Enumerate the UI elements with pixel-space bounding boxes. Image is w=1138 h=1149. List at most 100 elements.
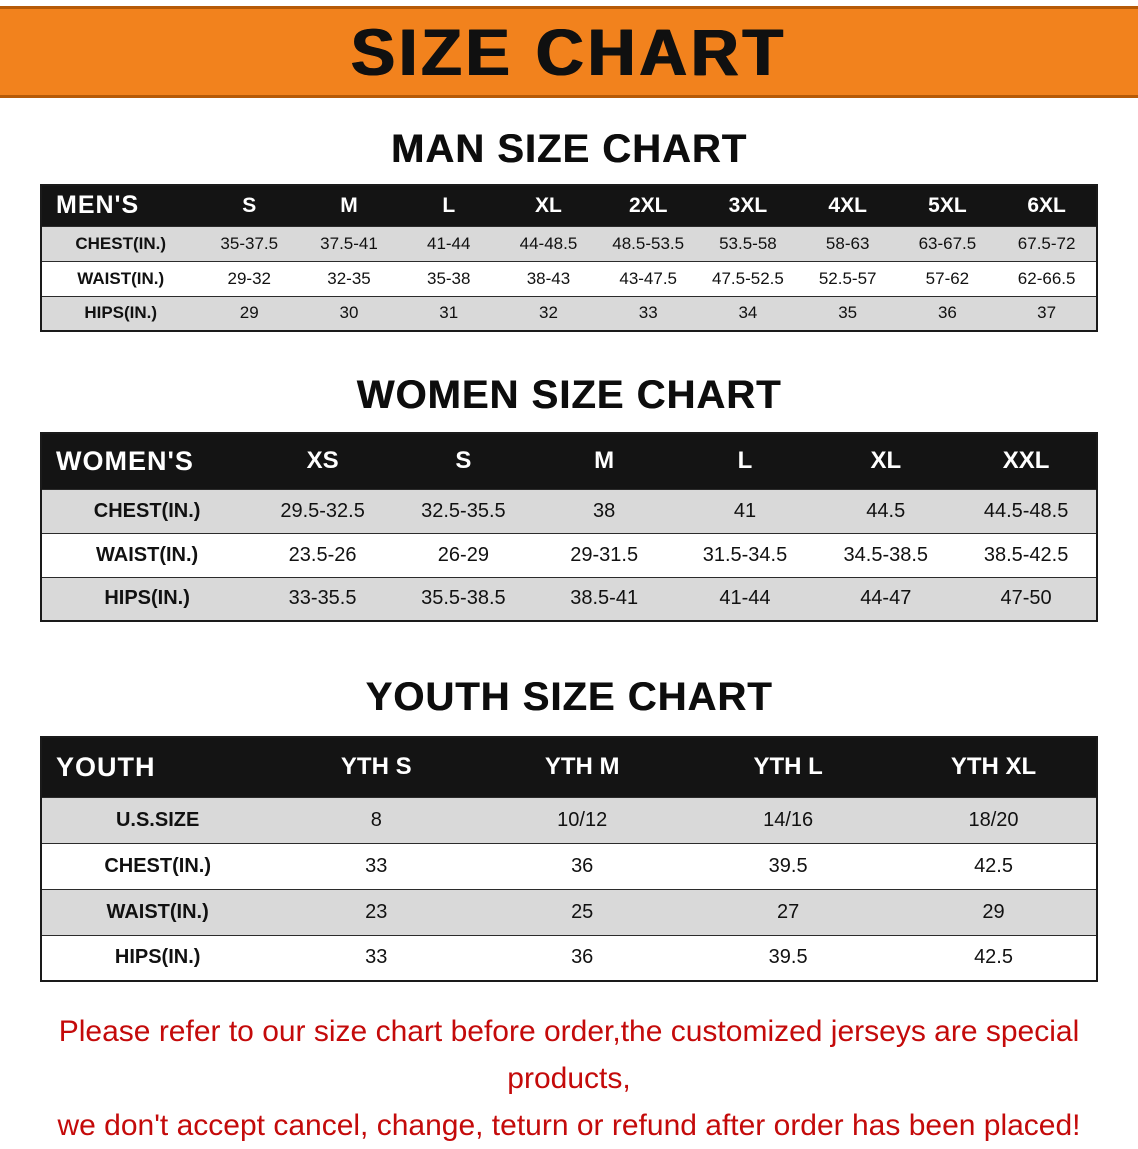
row-label: HIPS(IN.) xyxy=(41,576,253,622)
table-header-row: MEN'S S M L XL 2XL 3XL 4XL 5XL 6XL xyxy=(41,184,1097,227)
value-cell: 29.5-32.5 xyxy=(252,488,393,534)
disclaimer-line-1: Please refer to our size chart before or… xyxy=(58,1015,1080,1095)
women-section-title: WOMEN SIZE CHART xyxy=(356,373,782,417)
youth-size-table-container: YOUTH YTH S YTH M YTH L YTH XL U.S.SIZE 8 10/12… xyxy=(40,736,1098,982)
size-column-header: 4XL xyxy=(797,184,898,227)
value-cell: 36 xyxy=(479,842,686,890)
table-header-label: YOUTH xyxy=(41,736,274,798)
men-section-title: MAN SIZE CHART xyxy=(390,127,748,171)
value-cell: 33 xyxy=(273,842,480,890)
table-row: WAIST(IN.) 23.5-26 26-29 29-31.5 31.5-34.5 34… xyxy=(41,532,1097,578)
value-cell: 44-47 xyxy=(815,576,957,622)
size-column-header: XL xyxy=(815,432,957,490)
value-cell: 38.5-41 xyxy=(533,576,675,622)
table-row: CHEST(IN.) 29.5-32.5 32.5-35.5 38 41 44.5 44.5… xyxy=(41,488,1097,534)
value-cell: 35 xyxy=(797,295,898,332)
table-row: WAIST(IN.) 23 25 27 29 xyxy=(41,888,1097,936)
value-cell: 35-37.5 xyxy=(199,225,300,262)
youth-size-table: YOUTH YTH S YTH M YTH L YTH XL U.S.SIZE 8 10/12… xyxy=(40,736,1098,982)
value-cell: 36 xyxy=(897,295,998,332)
size-column-header: YTH M xyxy=(479,736,686,798)
size-chart-banner: SIZE CHART xyxy=(0,6,1138,98)
size-column-header: M xyxy=(299,184,399,227)
value-cell: 67.5-72 xyxy=(997,225,1097,262)
value-cell: 31 xyxy=(398,295,499,332)
value-cell: 33 xyxy=(598,295,699,332)
value-cell: 41 xyxy=(674,488,816,534)
value-cell: 33 xyxy=(273,934,480,982)
table-header-label: WOMEN'S xyxy=(41,432,253,490)
value-cell: 57-62 xyxy=(897,260,998,297)
value-cell: 62-66.5 xyxy=(997,260,1097,297)
value-cell: 29-31.5 xyxy=(533,532,675,578)
value-cell: 26-29 xyxy=(392,532,534,578)
value-cell: 58-63 xyxy=(797,225,898,262)
value-cell: 44.5 xyxy=(815,488,957,534)
value-cell: 10/12 xyxy=(479,796,686,844)
size-column-header: XXL xyxy=(956,432,1097,490)
value-cell: 31.5-34.5 xyxy=(674,532,816,578)
table-row: CHEST(IN.) 33 36 39.5 42.5 xyxy=(41,842,1097,890)
banner-title: SIZE CHART xyxy=(351,15,787,89)
size-column-header: L xyxy=(674,432,816,490)
value-cell: 38 xyxy=(533,488,675,534)
size-column-header: XS xyxy=(252,432,393,490)
table-header-row: WOMEN'S XS S M L XL XXL xyxy=(41,432,1097,490)
size-column-header: YTH L xyxy=(685,736,892,798)
value-cell: 32-35 xyxy=(299,260,399,297)
value-cell: 47-50 xyxy=(956,576,1097,622)
table-header-row: YOUTH YTH S YTH M YTH L YTH XL xyxy=(41,736,1097,798)
value-cell: 14/16 xyxy=(685,796,892,844)
row-label: CHEST(IN.) xyxy=(41,225,200,262)
value-cell: 41-44 xyxy=(674,576,816,622)
value-cell: 29-32 xyxy=(199,260,300,297)
row-label: HIPS(IN.) xyxy=(41,934,274,982)
value-cell: 34 xyxy=(698,295,798,332)
youth-section-title: YOUTH SIZE CHART xyxy=(365,675,773,719)
value-cell: 29 xyxy=(199,295,300,332)
value-cell: 38.5-42.5 xyxy=(956,532,1097,578)
row-label: WAIST(IN.) xyxy=(41,888,274,936)
value-cell: 30 xyxy=(299,295,399,332)
value-cell: 38-43 xyxy=(498,260,599,297)
row-label: WAIST(IN.) xyxy=(41,260,200,297)
men-size-section: MAN SIZE CHART MEN'S S M L XL 2XL 3XL 4XL 5XL 6XL… xyxy=(0,126,1138,332)
size-column-header: L xyxy=(398,184,499,227)
row-label: U.S.SIZE xyxy=(41,796,274,844)
disclaimer-note: Please refer to our size chart before or… xyxy=(24,1008,1114,1149)
value-cell: 47.5-52.5 xyxy=(698,260,798,297)
value-cell: 27 xyxy=(685,888,892,936)
value-cell: 23.5-26 xyxy=(252,532,393,578)
women-size-table: WOMEN'S XS S M L XL XXL CHEST(IN.) 29.5-32.5 32.5… xyxy=(40,432,1098,622)
table-row: WAIST(IN.) 29-32 32-35 35-38 38-43 43-47.5 47.… xyxy=(41,260,1097,297)
value-cell: 35.5-38.5 xyxy=(392,576,534,622)
value-cell: 48.5-53.5 xyxy=(598,225,699,262)
table-row: HIPS(IN.) 33 36 39.5 42.5 xyxy=(41,934,1097,982)
value-cell: 52.5-57 xyxy=(797,260,898,297)
value-cell: 23 xyxy=(273,888,480,936)
row-label: HIPS(IN.) xyxy=(41,295,200,332)
size-column-header: YTH S xyxy=(273,736,480,798)
value-cell: 41-44 xyxy=(398,225,499,262)
size-column-header: 6XL xyxy=(997,184,1097,227)
value-cell: 33-35.5 xyxy=(252,576,393,622)
value-cell: 42.5 xyxy=(891,934,1097,982)
value-cell: 63-67.5 xyxy=(897,225,998,262)
size-column-header: M xyxy=(533,432,675,490)
table-row: U.S.SIZE 8 10/12 14/16 18/20 xyxy=(41,796,1097,844)
value-cell: 37 xyxy=(997,295,1097,332)
value-cell: 43-47.5 xyxy=(598,260,699,297)
value-cell: 44.5-48.5 xyxy=(956,488,1097,534)
women-size-section: WOMEN SIZE CHART WOMEN'S XS S M L XL XXL CHEST(… xyxy=(0,372,1138,622)
value-cell: 25 xyxy=(479,888,686,936)
row-label: CHEST(IN.) xyxy=(41,488,253,534)
row-label: CHEST(IN.) xyxy=(41,842,274,890)
value-cell: 36 xyxy=(479,934,686,982)
size-column-header: 5XL xyxy=(897,184,998,227)
value-cell: 18/20 xyxy=(891,796,1097,844)
value-cell: 53.5-58 xyxy=(698,225,798,262)
value-cell: 35-38 xyxy=(398,260,499,297)
size-column-header: XL xyxy=(498,184,599,227)
value-cell: 8 xyxy=(273,796,480,844)
value-cell: 39.5 xyxy=(685,842,892,890)
